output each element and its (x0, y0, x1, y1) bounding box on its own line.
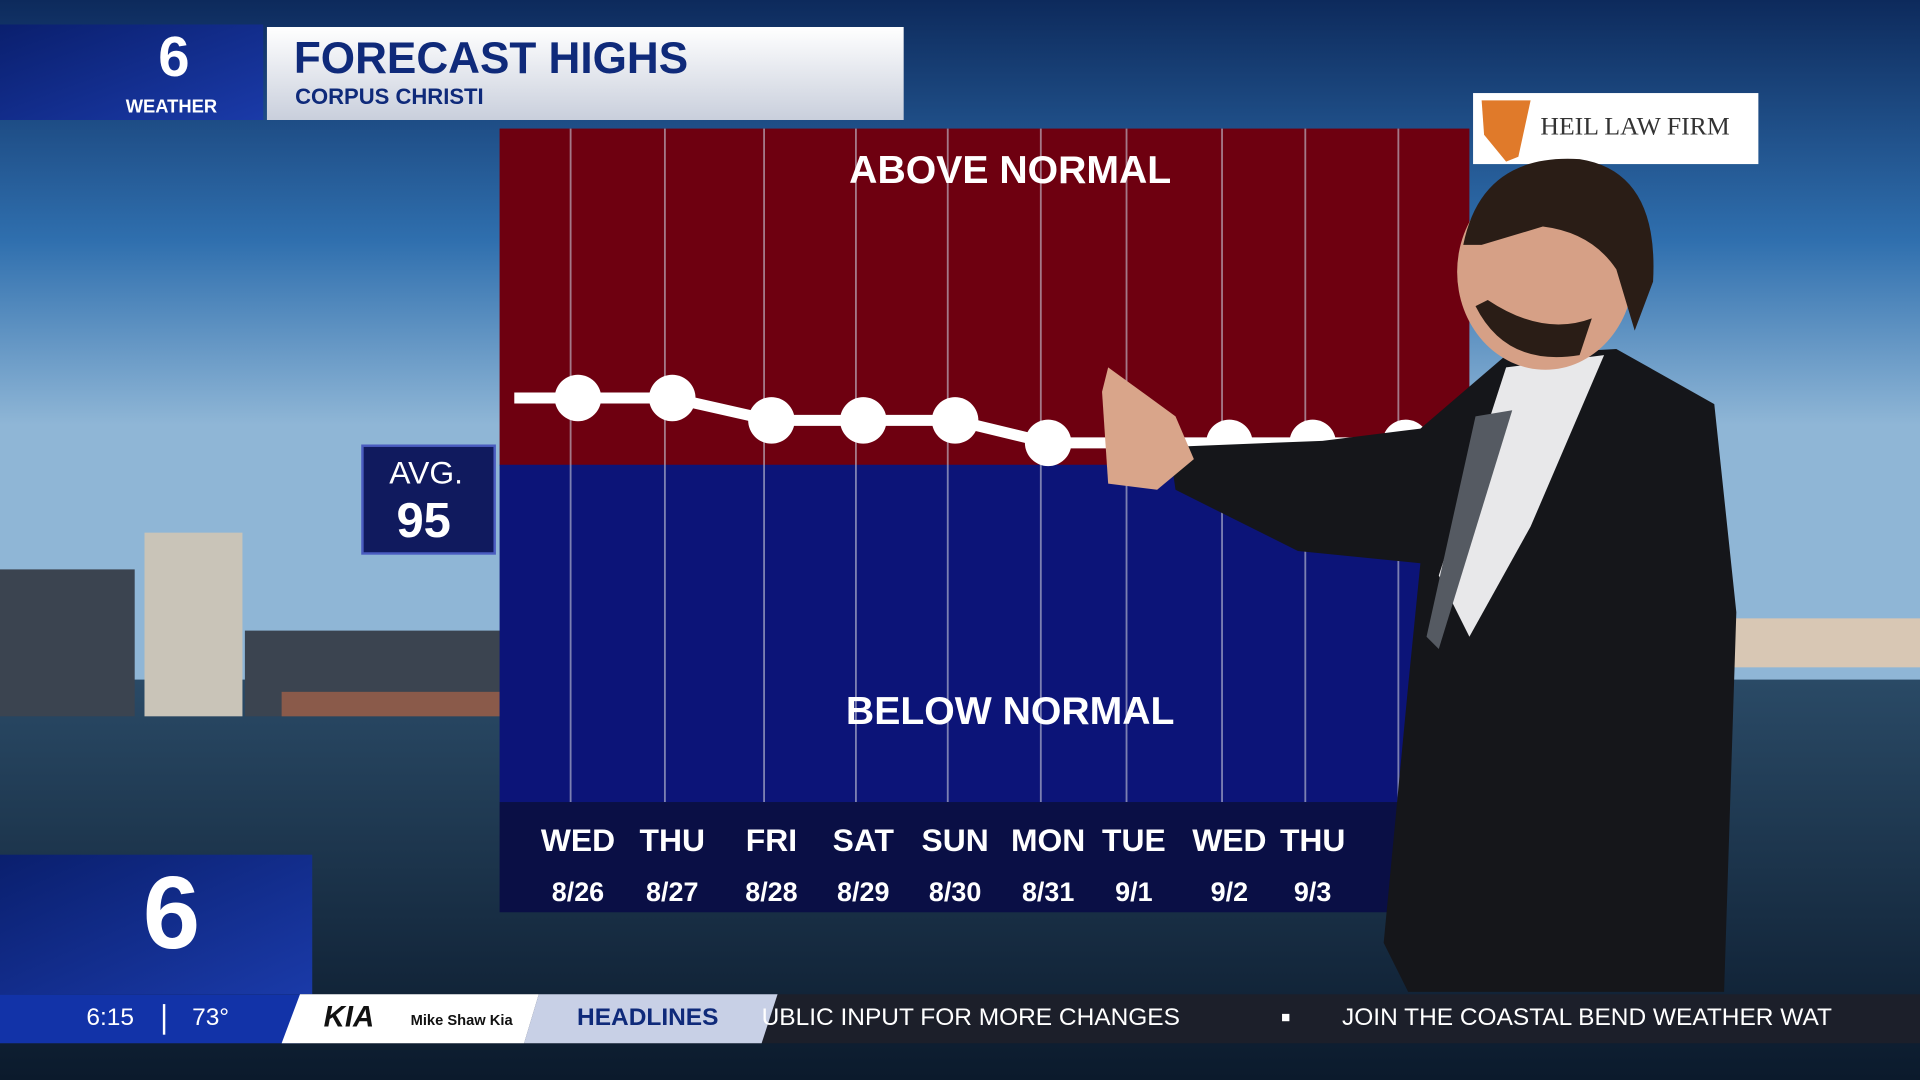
sponsor-icon (1481, 100, 1531, 162)
day-label: FRI (746, 822, 797, 858)
point (554, 374, 602, 422)
day-label: SUN (922, 822, 989, 858)
presenter (1102, 158, 1737, 992)
date-label: 8/27 (646, 877, 698, 907)
date-label: 8/31 (1022, 877, 1074, 907)
point (840, 397, 887, 444)
point (748, 397, 795, 444)
day-label: WED (541, 822, 615, 858)
skyline (0, 532, 1920, 717)
date-label: 9/3 (1294, 877, 1331, 907)
point (648, 374, 696, 422)
sponsor-text: HEIL LAW FIRM (1540, 111, 1729, 140)
logo-number: 6 (158, 25, 189, 88)
day-label: SAT (833, 822, 895, 858)
subtitle: CORPUS CHRISTI (295, 84, 484, 109)
bottom-logo-box (0, 854, 313, 995)
avg-box (361, 444, 496, 555)
point (1024, 419, 1072, 467)
day-label: MON (1011, 822, 1085, 858)
chart: ABOVE NORMAL BELOW NORMAL WED 8/26 THU 8/27 FR… (499, 128, 1470, 913)
bottom-logo-number: 6 (143, 855, 200, 970)
logo-text: WEATHER (126, 96, 217, 117)
logo-box (0, 24, 264, 121)
series-line (577, 392, 1406, 449)
kia-box (281, 994, 539, 1044)
ticker-item: JOIN THE COASTAL BEND WEATHER WAT (1342, 1004, 1832, 1031)
date-label: 8/26 (552, 877, 604, 907)
date-label: 9/2 (1211, 877, 1248, 907)
day-label: WED (1192, 822, 1266, 858)
avg-label: AVG. (389, 455, 463, 491)
day-label: THU (640, 822, 705, 858)
label-band (499, 802, 1470, 913)
date-label: 8/30 (929, 877, 981, 907)
ticker-separator (1282, 1013, 1290, 1022)
section-box (524, 994, 778, 1044)
avg-value: 95 (396, 494, 450, 548)
day-label: TUE (1102, 822, 1166, 858)
ticker-item: UBLIC INPUT FOR MORE CHANGES (762, 1004, 1180, 1031)
title: FORECAST HIGHS (294, 34, 688, 83)
kia-sponsor: Mike Shaw Kia (411, 1013, 514, 1029)
point (931, 397, 979, 444)
temperature: 73° (192, 1004, 229, 1031)
date-label: 8/29 (837, 877, 889, 907)
day-label: THU (1280, 822, 1345, 858)
time: 6:15 (86, 1004, 134, 1031)
above-label: ABOVE NORMAL (849, 149, 1171, 192)
below-label: BELOW NORMAL (846, 690, 1175, 733)
section: HEADLINES (577, 1004, 718, 1031)
date-label: 9/1 (1115, 877, 1152, 907)
date-label: 8/28 (745, 877, 797, 907)
header-panel (266, 26, 904, 121)
time-box (0, 994, 300, 1044)
kia-logo: KIA (324, 1001, 375, 1034)
